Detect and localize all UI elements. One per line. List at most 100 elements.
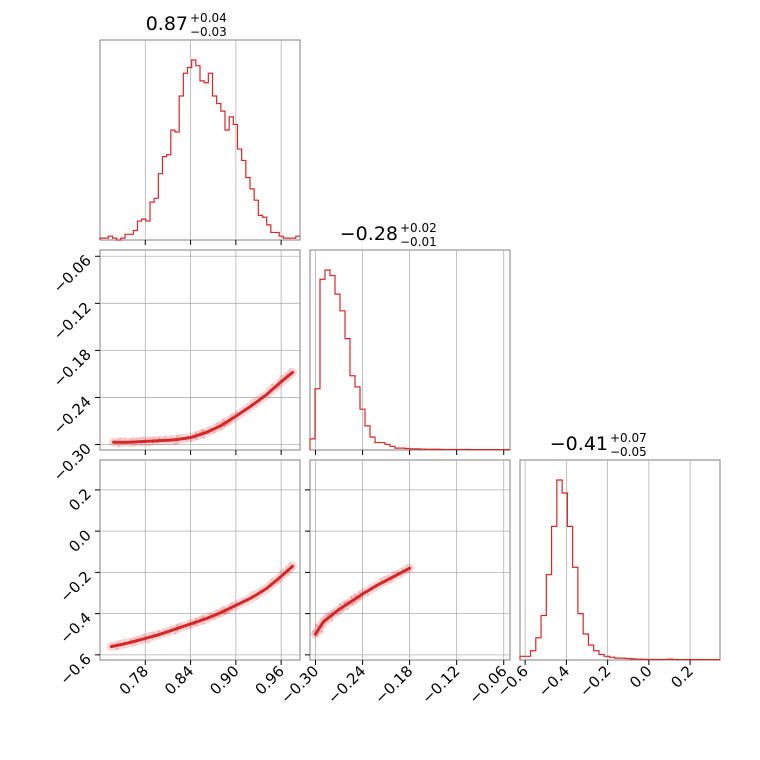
sample-point [176, 622, 180, 626]
histogram-param-0 [99, 59, 300, 241]
sample-point [137, 635, 141, 639]
sample-point [215, 608, 219, 612]
sample-point [118, 437, 121, 440]
sample-point [201, 429, 205, 433]
sample-point [134, 437, 138, 441]
sample-point [153, 631, 157, 635]
sample-point [118, 639, 122, 642]
sample-point [116, 640, 120, 644]
sample-point [223, 612, 227, 615]
sample-point [175, 623, 179, 627]
sample-point [350, 596, 354, 599]
sample-point [330, 618, 334, 622]
title-median-2: −0.41 [550, 433, 608, 455]
sample-point [252, 590, 256, 594]
y-tick-label-p1: −0.24 [50, 393, 95, 438]
sample-point [116, 444, 120, 448]
sample-point [357, 590, 361, 594]
sample-point [267, 387, 271, 390]
sample-point [194, 431, 198, 435]
x-tick-label-p2: 0.2 [667, 662, 697, 692]
sample-point [176, 629, 180, 633]
sample-point [202, 622, 205, 625]
sample-point [269, 577, 273, 581]
sample-point [215, 423, 218, 427]
sample-point [219, 607, 223, 611]
sample-point [137, 437, 141, 440]
y-tick-label-p2: −0.2 [56, 567, 94, 605]
sample-point [150, 631, 154, 634]
sample-point [344, 600, 347, 604]
sample-point [176, 441, 180, 444]
sample-point [336, 613, 339, 617]
sample-point [311, 632, 315, 636]
sample-point [220, 427, 223, 430]
sample-point [289, 376, 292, 379]
sample-point [321, 630, 325, 633]
sample-point [116, 647, 120, 651]
sample-point [354, 600, 358, 604]
sample-point [287, 369, 291, 373]
y-tick-label-p2: 0.2 [65, 485, 95, 515]
sample-point [259, 587, 262, 591]
sample-point [276, 581, 280, 585]
title-median-0: 0.87 [146, 13, 188, 35]
x-tick-label-p2: −0.2 [576, 662, 614, 700]
sample-point [255, 405, 258, 408]
sample-point [276, 387, 280, 390]
y-tick-label-p1: −0.30 [50, 440, 95, 485]
sample-point [386, 574, 390, 578]
sample-point [129, 437, 132, 441]
sample-point [312, 630, 315, 633]
x-tick-label-p1: −0.30 [277, 662, 322, 707]
sample-point [349, 596, 353, 600]
sample-point [133, 643, 136, 646]
sample-point [201, 615, 205, 619]
sample-point [323, 615, 326, 619]
sample-point [174, 631, 177, 635]
sample-point [139, 438, 142, 441]
y-tick-label-p2: −0.4 [56, 609, 94, 647]
sample-point [142, 634, 146, 638]
sample-point [173, 632, 177, 636]
sample-point [214, 616, 217, 620]
histogram-param-2 [519, 479, 720, 661]
contour-p2-p1 [314, 566, 412, 636]
sample-point [153, 436, 157, 440]
title-median-1: −0.28 [340, 223, 398, 245]
sample-point [203, 435, 206, 439]
sample-point [286, 378, 289, 382]
sample-point [278, 569, 282, 573]
sample-point [152, 437, 156, 440]
sample-point [176, 441, 179, 444]
sample-point [230, 413, 233, 416]
sample-point [289, 367, 292, 371]
sample-point [195, 437, 198, 441]
sample-point [325, 610, 329, 614]
sample-point [252, 397, 256, 401]
contour-p2-p0 [109, 564, 294, 649]
title-minus-1: −0.01 [400, 235, 437, 249]
sample-point [140, 641, 144, 645]
sample-point [157, 629, 161, 633]
sample-point [323, 623, 327, 627]
contour-p1-p0 [112, 370, 294, 444]
sample-point [123, 437, 127, 441]
sample-point [225, 611, 229, 614]
sample-point [131, 644, 134, 647]
sample-point [148, 443, 151, 447]
sample-point [141, 436, 144, 439]
sample-point [287, 563, 291, 566]
sample-point [404, 571, 408, 575]
sample-point [249, 399, 252, 402]
sample-point [360, 587, 364, 591]
sample-point [176, 434, 180, 437]
x-tick-label-p1: −0.24 [324, 662, 369, 707]
sample-point [384, 575, 387, 579]
x-tick-label-p0: 0.84 [161, 662, 197, 698]
sample-point [218, 614, 222, 618]
sample-point [162, 628, 166, 631]
sample-point [201, 428, 205, 432]
sample-point [281, 569, 285, 572]
